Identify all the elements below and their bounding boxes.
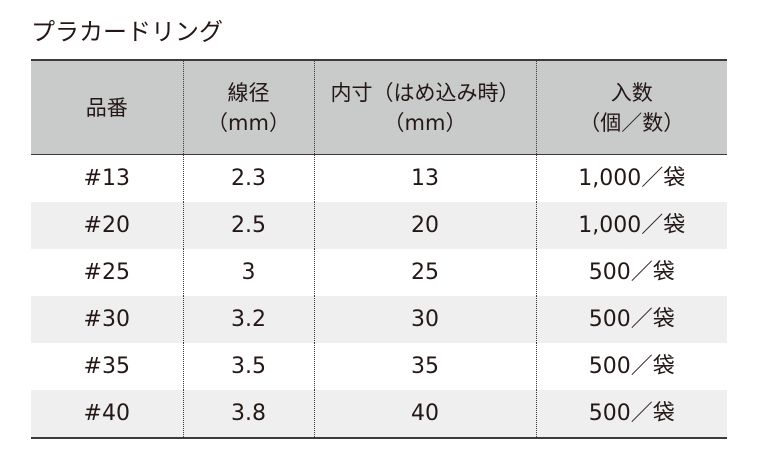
cell-inner-size: 40	[313, 390, 537, 438]
cell-quantity: 500／袋	[535, 343, 727, 390]
cell-wire-diameter: 3.2	[182, 296, 315, 343]
table-row: #25 3 25 500／袋	[31, 249, 727, 296]
table-row: #40 3.8 40 500／袋	[31, 390, 727, 438]
header-inner-size: 内寸（はめ込み時） （mm）	[313, 60, 537, 155]
header-quantity-unit: （個／数）	[579, 110, 685, 135]
table-row: #20 2.5 20 1,000／袋	[31, 202, 727, 249]
cell-item-number: #30	[31, 296, 184, 343]
cell-wire-diameter: 3.5	[182, 343, 315, 390]
cell-wire-diameter: 3.8	[182, 390, 315, 438]
cell-wire-diameter: 2.5	[182, 202, 315, 249]
table-header: 品番 線径 （mm） 内寸（はめ込み時） （mm） 入数 （個／数）	[31, 60, 727, 155]
cell-quantity: 500／袋	[535, 249, 727, 296]
cell-inner-size: 35	[313, 343, 537, 390]
cell-quantity: 1,000／袋	[535, 154, 727, 202]
cell-wire-diameter: 2.3	[182, 154, 315, 202]
table-row: #30 3.2 30 500／袋	[31, 296, 727, 343]
header-row: 品番 線径 （mm） 内寸（はめ込み時） （mm） 入数 （個／数）	[31, 60, 727, 155]
table-body: #13 2.3 13 1,000／袋 #20 2.5 20 1,000／袋 #2…	[31, 154, 727, 438]
cell-item-number: #20	[31, 202, 184, 249]
cell-inner-size: 30	[313, 296, 537, 343]
cell-quantity: 500／袋	[535, 390, 727, 438]
cell-item-number: #13	[31, 154, 184, 202]
cell-quantity: 1,000／袋	[535, 202, 727, 249]
cell-wire-diameter: 3	[182, 249, 315, 296]
cell-quantity: 500／袋	[535, 296, 727, 343]
cell-inner-size: 13	[313, 154, 537, 202]
spec-table: 品番 線径 （mm） 内寸（はめ込み時） （mm） 入数 （個／数） #13 2…	[31, 59, 727, 439]
header-inner-size-label: 内寸（はめ込み時）	[330, 80, 520, 105]
header-item-number: 品番	[31, 60, 184, 155]
table-row: #35 3.5 35 500／袋	[31, 343, 727, 390]
cell-item-number: #40	[31, 390, 184, 438]
header-item-number-label: 品番	[85, 95, 128, 120]
cell-inner-size: 20	[313, 202, 537, 249]
header-wire-diameter-label: 線径	[227, 80, 270, 105]
header-quantity-label: 入数	[610, 80, 653, 105]
page-title: プラカードリング	[31, 18, 223, 46]
cell-item-number: #35	[31, 343, 184, 390]
header-wire-diameter: 線径 （mm）	[182, 60, 315, 155]
cell-item-number: #25	[31, 249, 184, 296]
header-wire-diameter-unit: （mm）	[207, 110, 290, 135]
header-inner-size-unit: （mm）	[383, 110, 467, 135]
table-row: #13 2.3 13 1,000／袋	[31, 154, 727, 202]
cell-inner-size: 25	[313, 249, 537, 296]
header-quantity: 入数 （個／数）	[535, 60, 727, 155]
